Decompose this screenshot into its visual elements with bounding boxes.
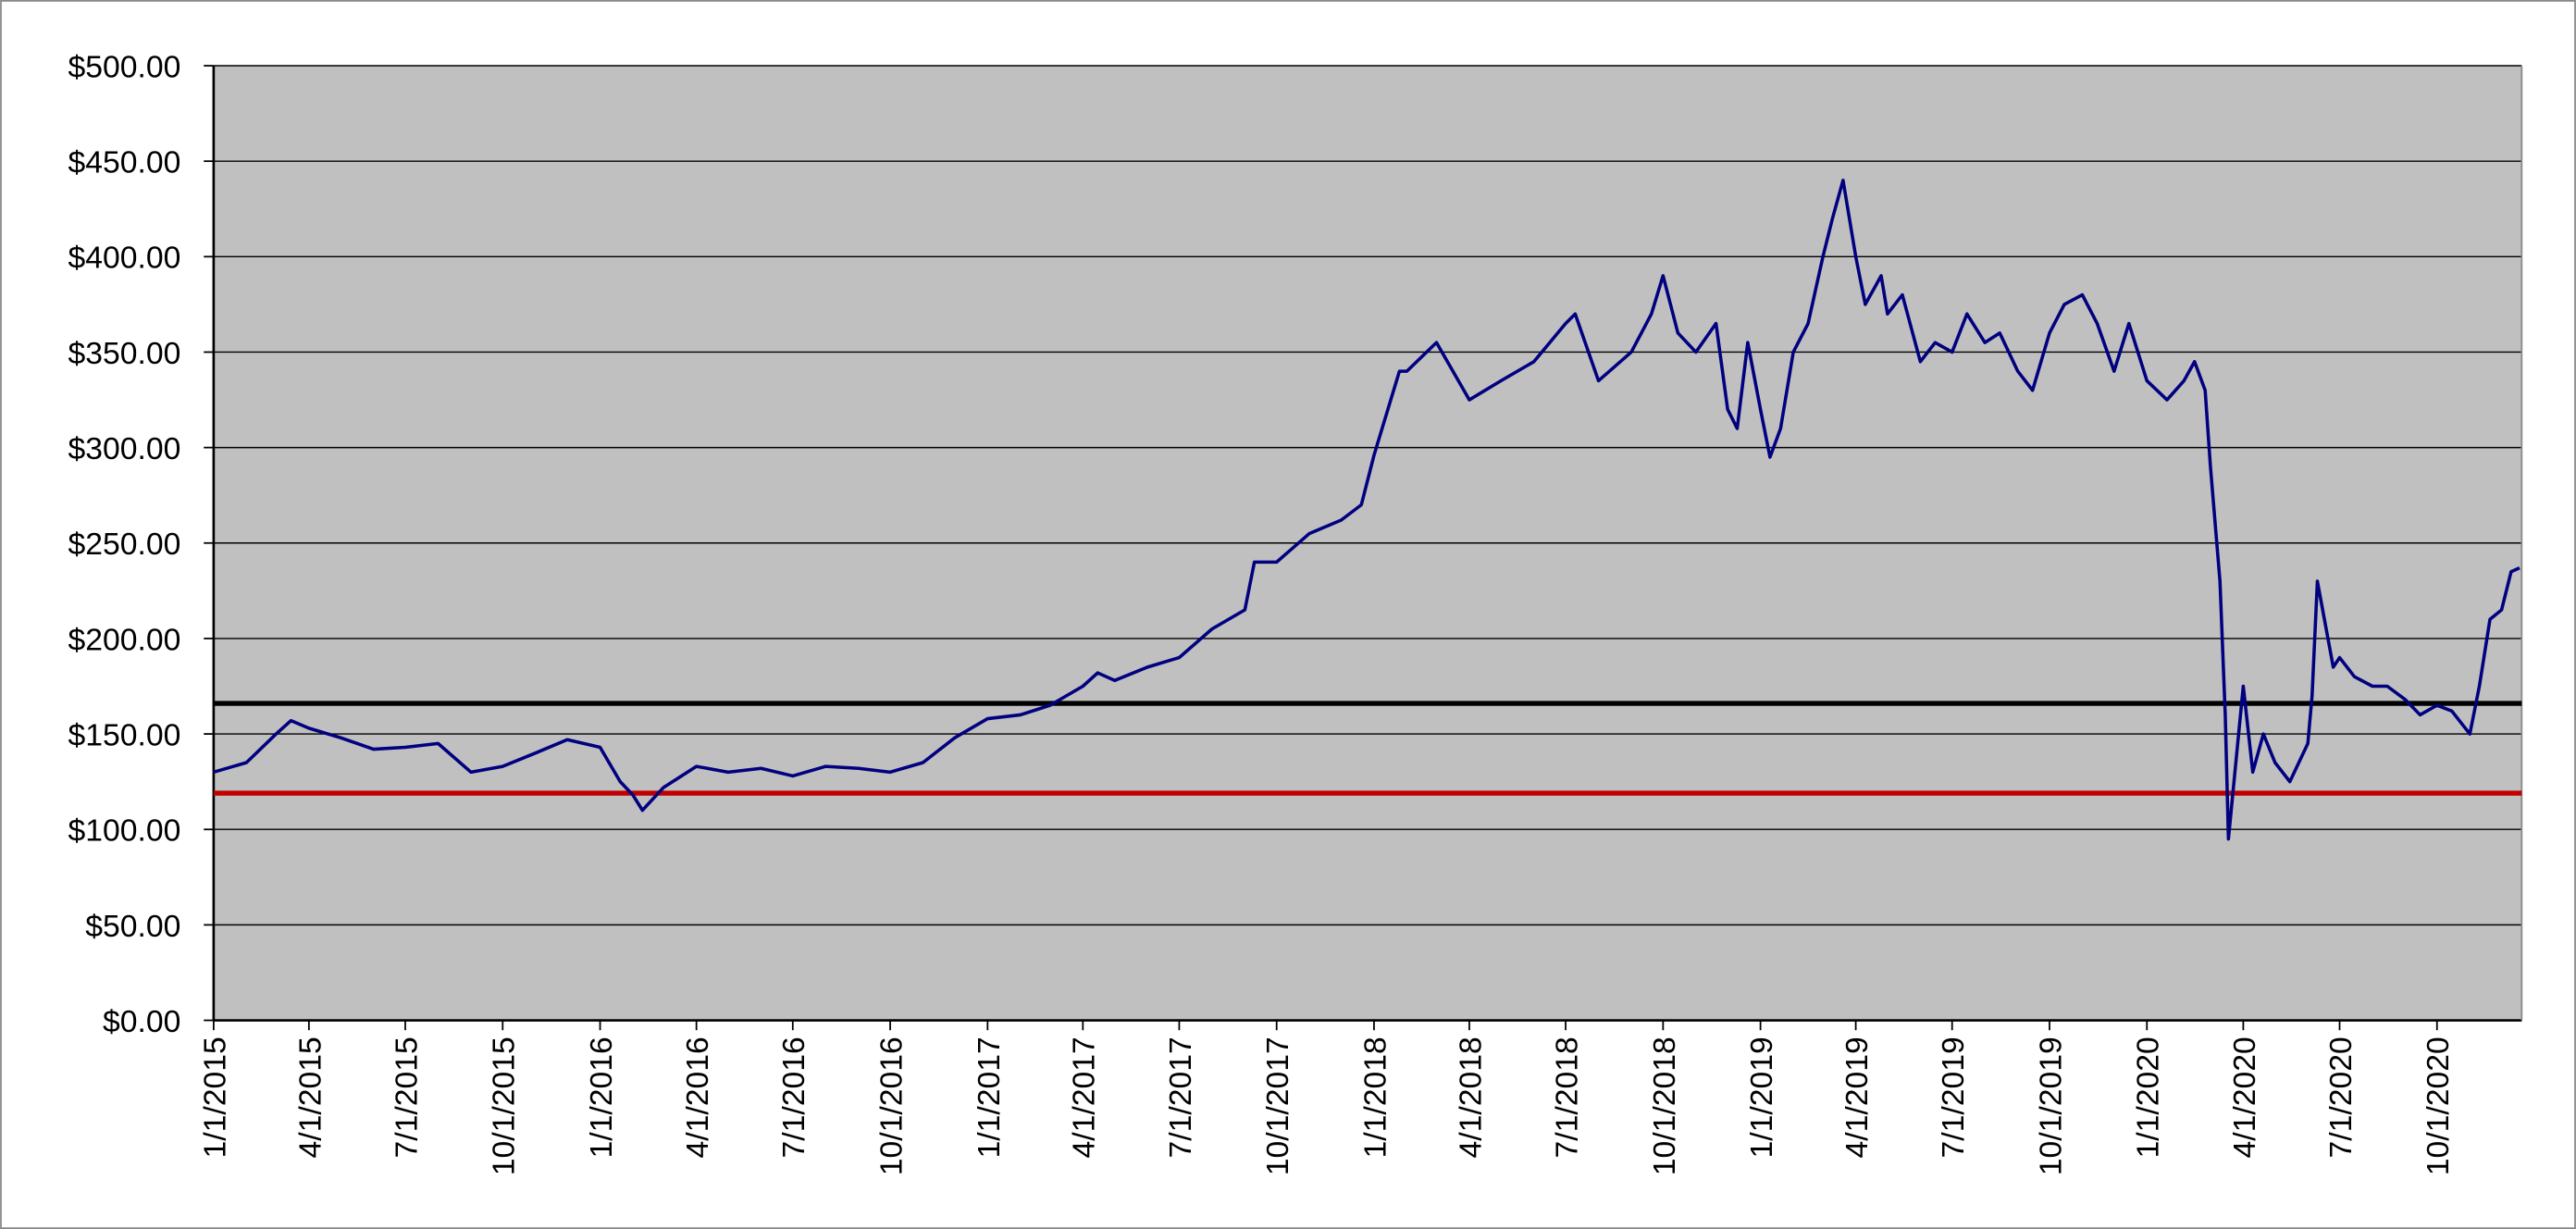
- x-tick-label: 1/1/2016: [584, 1037, 619, 1158]
- x-tick-label: 10/1/2020: [2421, 1037, 2456, 1175]
- y-tick-label: $500.00: [68, 49, 180, 84]
- x-tick-label: 4/1/2015: [292, 1037, 328, 1158]
- x-tick-label: 1/1/2020: [2131, 1037, 2166, 1158]
- x-tick-label: 10/1/2017: [1260, 1037, 1295, 1175]
- y-tick-label: $150.00: [68, 717, 180, 752]
- x-tick-label: 4/1/2019: [1839, 1037, 1875, 1158]
- y-tick-label: $0.00: [103, 1004, 180, 1039]
- x-tick-label: 7/1/2015: [389, 1037, 424, 1158]
- x-tick-label: 4/1/2017: [1067, 1037, 1102, 1158]
- y-tick-label: $200.00: [68, 622, 180, 657]
- x-tick-label: 10/1/2016: [873, 1037, 909, 1175]
- x-tick-label: 1/1/2019: [1744, 1037, 1779, 1158]
- x-tick-label: 7/1/2016: [776, 1037, 811, 1158]
- x-tick-label: 1/1/2015: [197, 1037, 232, 1158]
- x-tick-label: 1/1/2017: [972, 1037, 1007, 1158]
- x-tick-label: 10/1/2015: [487, 1037, 522, 1175]
- y-tick-label: $100.00: [68, 813, 180, 849]
- y-tick-label: $50.00: [85, 909, 180, 944]
- x-tick-label: 7/1/2017: [1163, 1037, 1198, 1158]
- x-tick-label: 7/1/2020: [2323, 1037, 2359, 1158]
- x-tick-label: 4/1/2016: [680, 1037, 715, 1158]
- y-tick-label: $350.00: [68, 336, 180, 371]
- x-tick-label: 10/1/2018: [1647, 1037, 1682, 1175]
- y-tick-label: $400.00: [68, 241, 180, 276]
- x-tick-label: 7/1/2019: [1936, 1037, 1971, 1158]
- x-tick-label: 7/1/2018: [1550, 1037, 1585, 1158]
- y-tick-label: $300.00: [68, 431, 180, 466]
- y-tick-label: $450.00: [68, 145, 180, 180]
- x-tick-label: 4/1/2018: [1453, 1037, 1488, 1158]
- x-tick-label: 4/1/2020: [2227, 1037, 2262, 1158]
- x-tick-label: 1/1/2018: [1357, 1037, 1393, 1158]
- price-line: [213, 179, 2520, 841]
- y-tick-label: $250.00: [68, 527, 180, 562]
- x-tick-label: 10/1/2019: [2033, 1037, 2068, 1175]
